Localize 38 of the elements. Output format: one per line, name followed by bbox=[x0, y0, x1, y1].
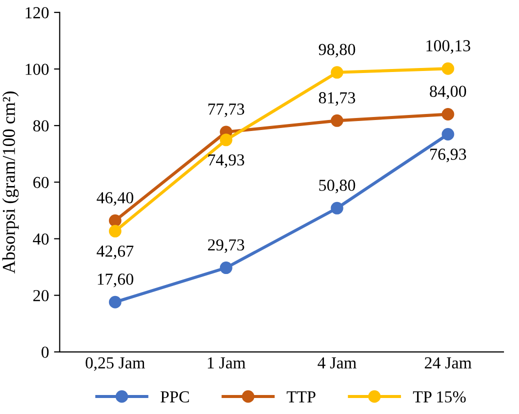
point bbox=[330, 66, 344, 79]
data-label: 74,93 bbox=[208, 154, 244, 168]
point bbox=[330, 202, 344, 214]
y-tick-label: 60 bbox=[33, 176, 49, 188]
y-tick-label: 120 bbox=[26, 7, 49, 18]
data-label: 29,73 bbox=[208, 239, 244, 253]
data-label: 77,73 bbox=[208, 104, 244, 118]
data-label: 17,60 bbox=[98, 274, 134, 288]
y-tick-label: 0 bbox=[42, 346, 49, 358]
point bbox=[442, 62, 454, 75]
point bbox=[220, 262, 232, 274]
y-tick-label: 100 bbox=[26, 64, 49, 75]
data-label: 100,13 bbox=[426, 40, 470, 54]
data-label: 81,73 bbox=[318, 92, 356, 106]
data-label: 98,80 bbox=[318, 44, 356, 58]
x-tick-label: 4 Jam bbox=[318, 357, 356, 368]
point bbox=[108, 224, 122, 238]
x-tick-label: 0,25 Jam bbox=[86, 357, 145, 371]
point bbox=[108, 296, 122, 308]
point bbox=[330, 114, 344, 127]
legend-label: TP 15% bbox=[413, 391, 466, 403]
point bbox=[442, 108, 454, 121]
x-tick-label: 1 Jam bbox=[208, 357, 246, 368]
point bbox=[442, 128, 454, 141]
point bbox=[108, 214, 122, 227]
y-tick-label: 20 bbox=[33, 290, 49, 302]
data-label: 42,67 bbox=[96, 246, 134, 260]
legend-label: TTP bbox=[286, 391, 316, 402]
legend-label: PPC bbox=[160, 391, 189, 402]
x-tick-label: 24 Jam bbox=[424, 357, 472, 368]
point bbox=[220, 134, 232, 146]
data-label: 50,80 bbox=[319, 180, 356, 194]
y-axis-title: Absorpsi (gram/100 cm²) bbox=[2, 91, 19, 274]
data-label: 84,00 bbox=[430, 86, 466, 100]
y-tick-label: 40 bbox=[32, 233, 49, 245]
data-label: 46,40 bbox=[96, 192, 134, 206]
y-tick-label: 80 bbox=[33, 120, 49, 132]
data-label: 76,93 bbox=[430, 148, 466, 162]
